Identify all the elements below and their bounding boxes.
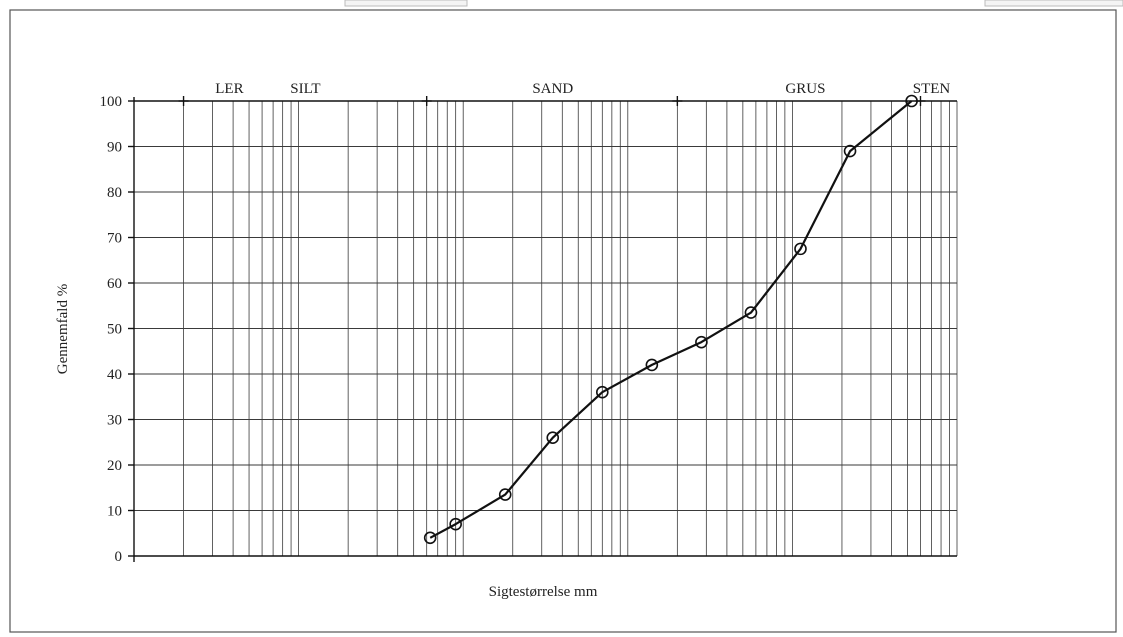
zone-label-sten: STEN (913, 81, 951, 97)
y-tick-label: 70 (107, 231, 122, 247)
axes (133, 96, 957, 562)
zone-label-silt: SILT (290, 81, 320, 97)
y-axis-label: Gennemfald % (55, 284, 71, 374)
y-tick-label: 10 (107, 504, 122, 520)
zone-label-ler: LER (215, 81, 243, 97)
chart-frame (9, 9, 1117, 633)
data-point (794, 242, 807, 256)
y-tick-label: 40 (107, 367, 122, 383)
y-tick-label: 80 (107, 185, 122, 201)
x-axis-label: Sigtestørrelse mm (489, 584, 598, 600)
y-tick-label: 20 (107, 458, 122, 474)
data-point (596, 385, 609, 399)
zone-label-grus: GRUS (785, 81, 825, 97)
y-tick-label: 60 (107, 276, 122, 292)
series-layer (423, 94, 918, 545)
data-point (449, 517, 462, 531)
y-tick-label: 30 (107, 413, 122, 429)
y-tick-label: 0 (115, 549, 123, 565)
top-strip-right (984, 0, 1123, 7)
data-point (843, 144, 857, 158)
series-line (429, 100, 913, 539)
y-tick-label: 90 (107, 140, 122, 156)
data-point (695, 335, 708, 349)
y-tick-labels: 0 10 20 30 40 50 60 70 80 90 100 (100, 94, 123, 565)
y-tick-label: 50 (107, 322, 122, 338)
zone-labels: LER SILT SAND GRUS STEN (215, 81, 950, 97)
top-strip-left (344, 0, 468, 7)
data-point (546, 431, 560, 445)
data-point (905, 94, 918, 108)
y-tick-label: 100 (100, 94, 123, 110)
data-point (423, 531, 437, 545)
horizontal-grid (128, 100, 957, 557)
data-point (498, 488, 512, 501)
data-point (645, 358, 659, 372)
zone-label-sand: SAND (532, 81, 573, 97)
data-point (744, 306, 758, 319)
